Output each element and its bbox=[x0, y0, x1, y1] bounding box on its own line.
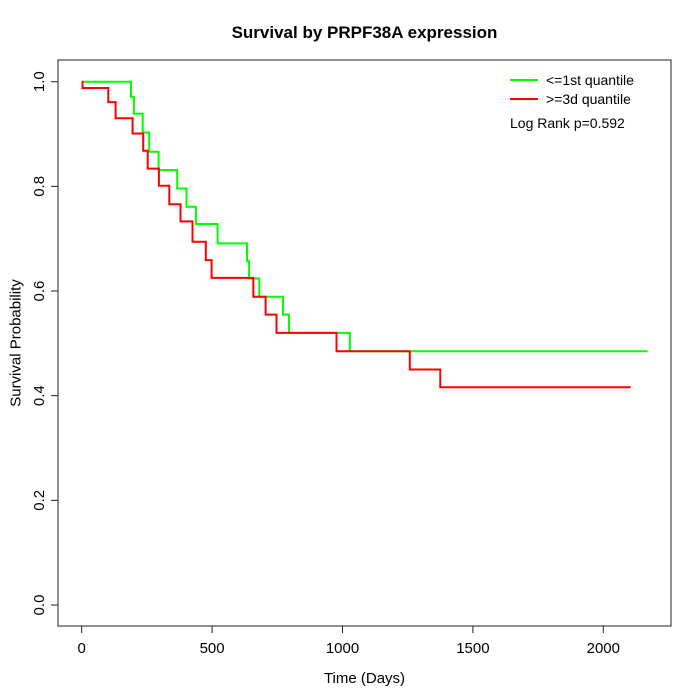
legend-item-low-expression: <=1st quantile bbox=[510, 70, 634, 89]
y-axis-label: Survival Probability bbox=[7, 279, 25, 407]
x-axis-tick-label: 0 bbox=[78, 640, 86, 657]
legend-label-high-expression: >=3d quantile bbox=[546, 90, 631, 107]
x-axis-tick-label: 1000 bbox=[326, 640, 359, 657]
x-axis-label: Time (Days) bbox=[323, 670, 406, 687]
legend-line-red bbox=[510, 97, 538, 100]
chart-title: Survival by PRPF38A expression bbox=[231, 23, 498, 42]
y-axis-tick-label: 0.0 bbox=[31, 595, 48, 616]
legend-item-high-expression: >=3d quantile bbox=[510, 89, 634, 108]
x-axis-tick-label: 2000 bbox=[587, 640, 620, 657]
x-axis-tick-label: 1500 bbox=[456, 640, 489, 657]
y-axis-tick-label: 0.8 bbox=[31, 176, 48, 197]
y-axis-tick-label: 0.2 bbox=[31, 490, 48, 511]
legend-line-green bbox=[510, 78, 538, 81]
y-axis-tick-label: 0.6 bbox=[31, 281, 48, 302]
x-axis-tick-label: 500 bbox=[200, 640, 225, 657]
y-axis-tick-label: 1.0 bbox=[31, 71, 48, 92]
legend: <=1st quantile >=3d quantile Log Rank p=… bbox=[510, 70, 634, 131]
log-rank-p-value: Log Rank p=0.592 bbox=[510, 115, 625, 131]
legend-label-low-expression: <=1st quantile bbox=[546, 71, 634, 88]
y-axis-tick-label: 0.4 bbox=[31, 385, 48, 406]
survival-curve-low-expression bbox=[81, 80, 648, 353]
plot-border bbox=[57, 59, 672, 627]
survival-curve-high-expression bbox=[81, 80, 631, 389]
